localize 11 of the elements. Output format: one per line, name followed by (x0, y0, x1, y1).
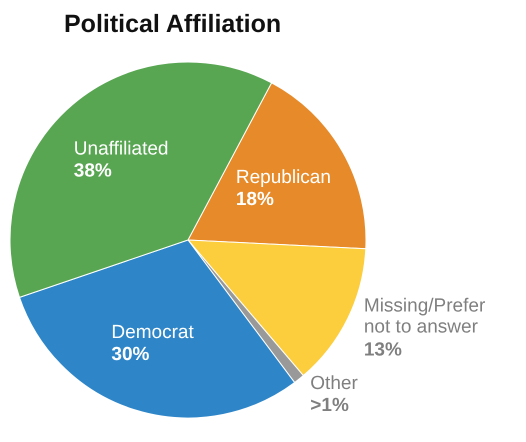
data-label: 13% (364, 340, 402, 361)
data-label: 18% (236, 189, 274, 210)
slice-label: Missing/Prefer not to answer (364, 296, 486, 338)
slice-label: Unaffiliated (74, 138, 168, 160)
data-label: >1% (310, 395, 349, 416)
chart-title: Political Affiliation (64, 10, 282, 38)
slice-label: Republican (236, 167, 331, 188)
data-label: 30% (111, 344, 150, 366)
slice-label: Other (310, 373, 358, 394)
slice-label: Democrat (111, 322, 194, 344)
data-label: 38% (74, 160, 112, 182)
